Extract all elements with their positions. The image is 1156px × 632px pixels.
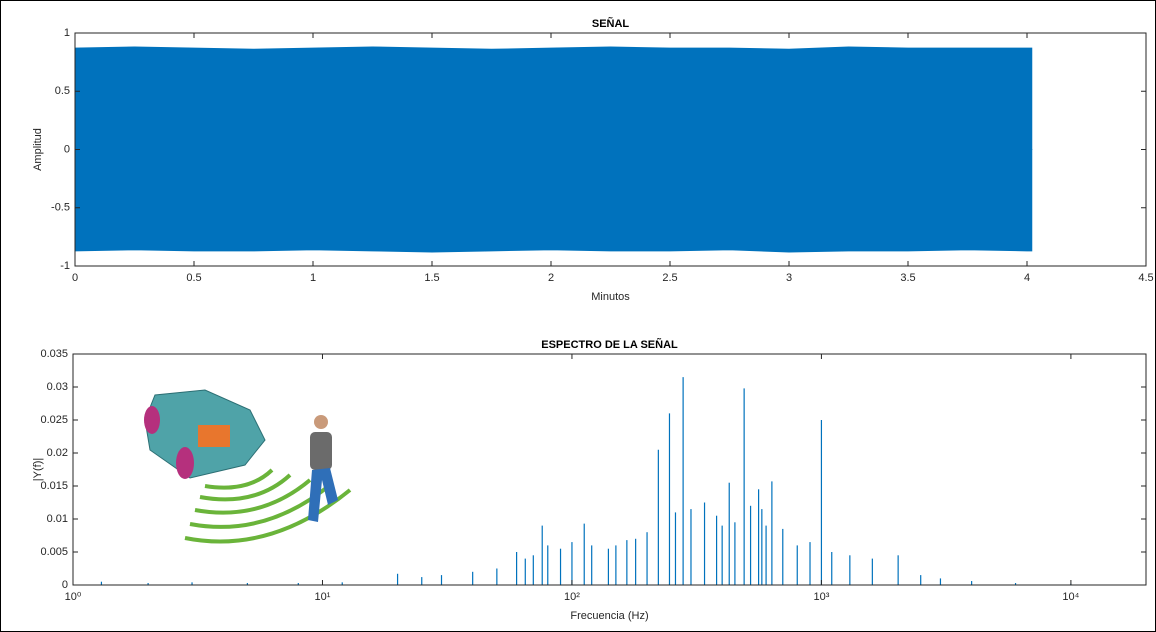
x-tick-label: 10⁰ <box>65 591 82 603</box>
x-tick-label: 1 <box>310 272 316 284</box>
figure: 0 0.5 1 1.5 2 2.5 3 3.5 4 4.5 -1 -0.5 0 0.5 1 SEÑAL Minu… <box>0 0 1156 632</box>
signal-envelope <box>75 47 1032 150</box>
x-axis-label: Minutos <box>591 291 630 303</box>
chart-title: ESPECTRO DE LA SEÑAL <box>541 338 678 351</box>
y-tick-label: 0.005 <box>40 546 68 558</box>
x-tick-label: 3 <box>786 272 792 284</box>
y-tick-label: 0.01 <box>47 513 68 525</box>
x-tick-label: 10³ <box>813 591 829 603</box>
y-tick-label: 0.035 <box>40 348 68 360</box>
x-tick-label: 1.5 <box>424 272 439 284</box>
x-tick-label: 2.5 <box>662 272 677 284</box>
y-tick-label: -0.5 <box>51 202 70 214</box>
y-tick-label: 1 <box>64 27 70 39</box>
x-tick-label: 2 <box>548 272 554 284</box>
y-tick-label: 0.03 <box>47 381 68 393</box>
plot-area <box>73 354 1146 585</box>
y-tick-label: 0 <box>62 579 68 591</box>
x-tick-label: 4.5 <box>1138 272 1153 284</box>
chart-title: SEÑAL <box>592 17 630 30</box>
y-tick-label: 0.025 <box>40 414 68 426</box>
y-tick-label: 0 <box>64 143 70 155</box>
x-tick-label: 0.5 <box>186 272 201 284</box>
y-tick-label: 0.015 <box>40 480 68 492</box>
y-axis-label: Amplitud <box>32 128 44 171</box>
y-axis-label: |Y(f)| <box>32 458 44 481</box>
x-tick-label: 10⁴ <box>1062 591 1079 603</box>
x-tick-label: 10¹ <box>315 591 331 603</box>
x-tick-label: 4 <box>1024 272 1030 284</box>
y-tick-label: -1 <box>60 260 70 272</box>
x-tick-label: 3.5 <box>900 272 915 284</box>
x-axis-label: Frecuencia (Hz) <box>570 610 648 622</box>
y-tick-label: 0.5 <box>55 85 70 97</box>
x-tick-label: 10² <box>564 591 580 603</box>
y-tick-label: 0.02 <box>47 447 68 459</box>
signal-envelope <box>75 150 1032 253</box>
x-tick-label: 0 <box>72 272 78 284</box>
